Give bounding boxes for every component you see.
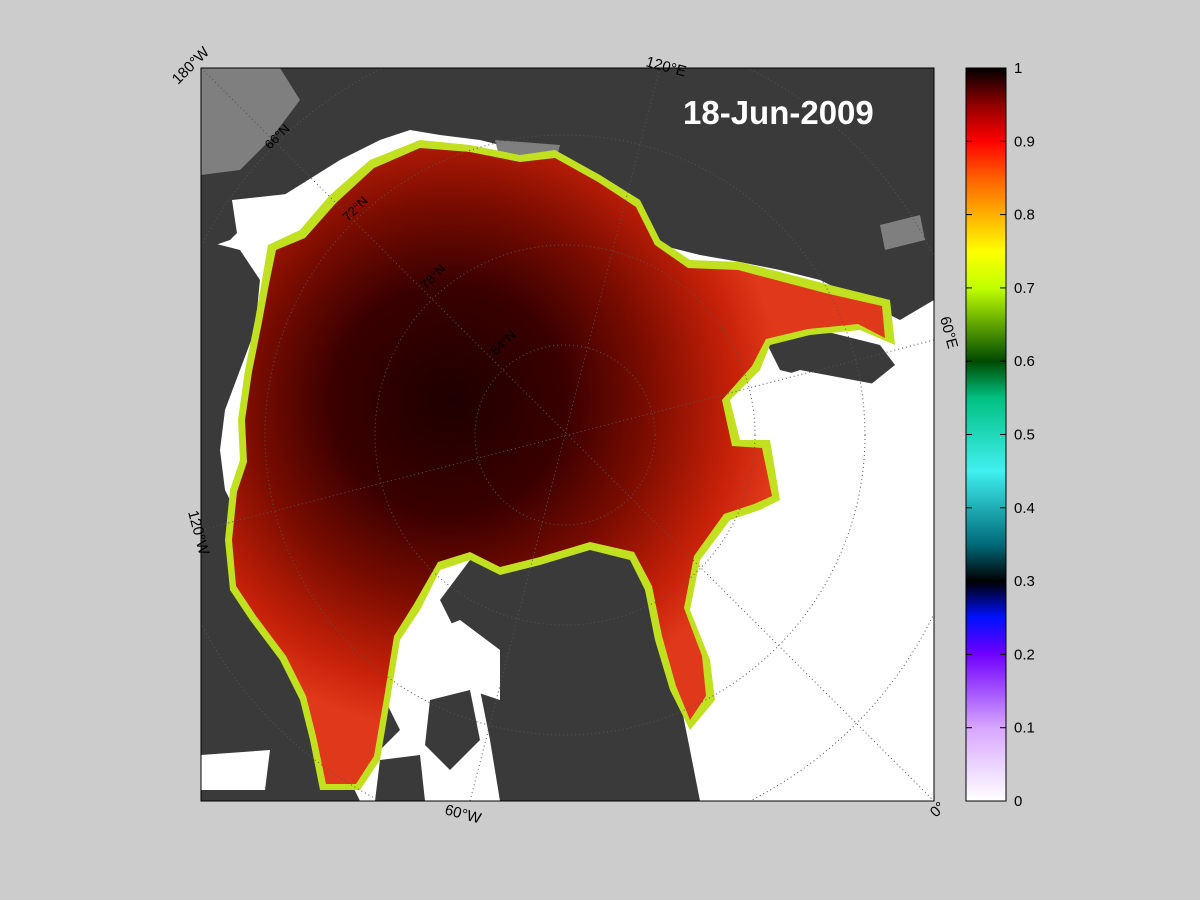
colorbar-tick-label: 0.8 — [1014, 207, 1035, 224]
colorbar-tick-label: 0.2 — [1014, 646, 1035, 663]
lon-label-0: 0° — [927, 799, 949, 821]
colorbar-tick-label: 0.7 — [1014, 280, 1035, 297]
colorbar-tick-label: 0.5 — [1014, 427, 1035, 444]
graticule — [201, 68, 934, 801]
open-water — [201, 192, 934, 801]
lon-label-60e: 60°E — [936, 315, 961, 351]
colorbar-tick-label: 0.1 — [1014, 720, 1035, 737]
map-border — [200, 67, 935, 802]
colorbar-tick-label: 1 — [1014, 60, 1022, 77]
colorbar-tick-label: 0 — [1014, 793, 1022, 810]
lon-label-60w: 60°W — [443, 801, 484, 827]
colorbar-tick-label: 0.6 — [1014, 353, 1035, 370]
colorbar-tick-label: 0.4 — [1014, 500, 1035, 517]
colorbar: 0 0.1 0.2 0.3 0.4 0.5 0.6 0.7 0.8 0.9 1 — [965, 60, 1035, 810]
date-label: 18-Jun-2009 — [683, 94, 874, 131]
colorbar-fill — [966, 68, 1006, 801]
colorbar-tick-label: 0.3 — [1014, 573, 1035, 590]
sea-ice-field — [232, 148, 885, 784]
colorbar-tick-label: 0.9 — [1014, 133, 1035, 150]
